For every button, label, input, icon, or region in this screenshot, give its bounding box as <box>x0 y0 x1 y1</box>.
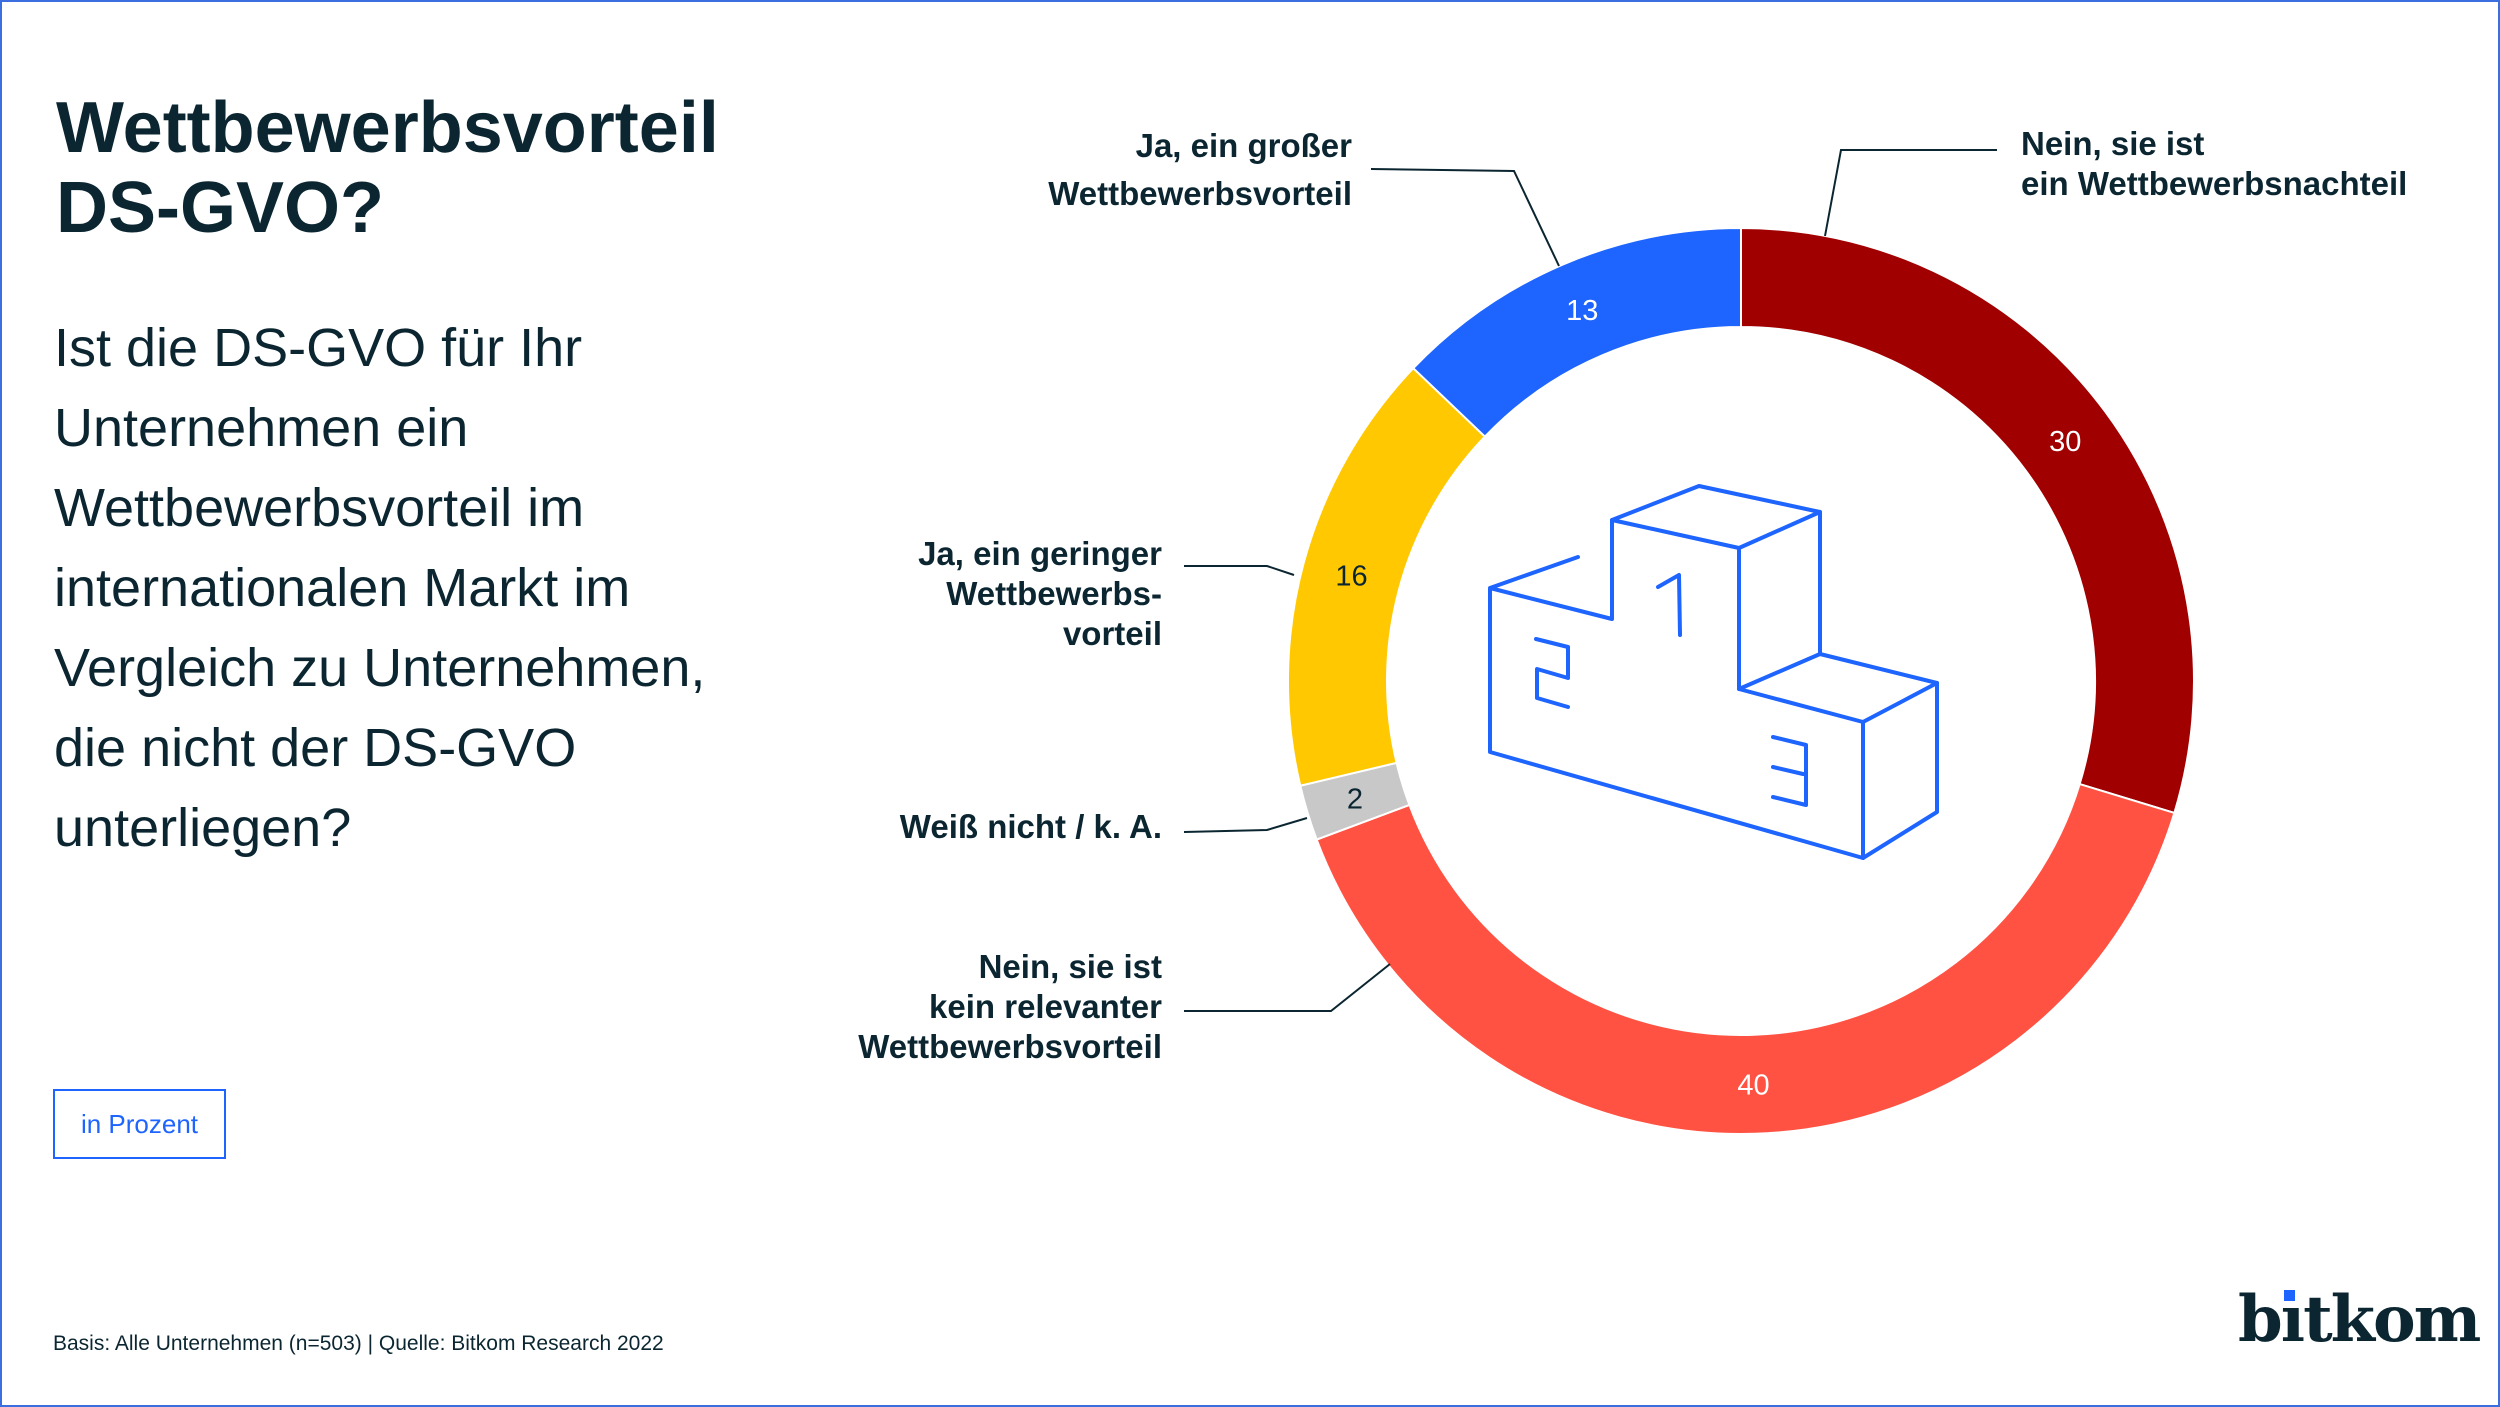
title-line: DS-GVO? <box>56 168 385 248</box>
unit-badge: in Prozent <box>53 1089 226 1159</box>
slice-category-label: Nein, sie ist <box>979 948 1162 985</box>
slice-category-label: kein relevanter <box>929 988 1162 1025</box>
donut-slice <box>1411 226 1742 439</box>
survey-question: Ist die DS-GVO für Ihr Unternehmen ein W… <box>54 308 774 868</box>
podium-icon <box>1488 484 1939 860</box>
slice-value-label: 13 <box>1566 295 1598 327</box>
slice-category-label: Wettbewerbsvorteil <box>1048 175 1352 212</box>
slice-category-label: Ja, ein großer <box>1136 127 1353 164</box>
slice-category-label: ein Wettbewerbsnachteil <box>2021 165 2407 202</box>
page-title: Wettbewerbsvorteil DS-GVO? <box>56 88 719 248</box>
slice-value-label: 30 <box>2049 426 2081 458</box>
slice-category-label: vorteil <box>1063 615 1162 652</box>
question-line: unterliegen? <box>54 798 352 858</box>
question-line: Vergleich zu Unternehmen, <box>54 638 706 698</box>
slice-value-label: 2 <box>1347 784 1363 816</box>
donut-slice <box>1287 366 1487 787</box>
question-line: Wettbewerbsvorteil im <box>54 478 585 538</box>
donut-slice <box>1740 226 2195 815</box>
question-line: die nicht der DS-GVO <box>54 718 577 778</box>
slice-value-label: 16 <box>1335 561 1367 593</box>
slice-category-label: Ja, ein geringer <box>918 535 1162 572</box>
logo-dot <box>2284 1290 2295 1301</box>
source-footer: Basis: Alle Unternehmen (n=503) | Quelle… <box>53 1332 664 1355</box>
slice-category-label: Wettbewerbs- <box>946 575 1162 612</box>
slice-category-label: Nein, sie ist <box>2021 125 2204 162</box>
question-line: Unternehmen ein <box>54 398 469 458</box>
slice-value-label: 40 <box>1737 1069 1769 1101</box>
question-line: Ist die DS-GVO für Ihr <box>54 318 583 378</box>
leader-line <box>1824 149 1997 237</box>
leader-line <box>1184 565 1295 576</box>
slice-category-label: Weiß nicht / k. A. <box>900 808 1162 845</box>
leader-line <box>1184 963 1391 1012</box>
slice-category-label: Wettbewerbsvorteil <box>858 1028 1162 1065</box>
bitkom-logo: bıtkom <box>2238 1282 2481 1357</box>
leader-line <box>1183 817 1308 833</box>
leader-line <box>1370 168 1560 267</box>
podium-number-3 <box>1771 735 1808 807</box>
question-line: internationalen Markt im <box>54 558 631 618</box>
donut-slice <box>1315 782 2176 1135</box>
podium-number-2 <box>1534 637 1570 709</box>
podium-number-1 <box>1656 573 1682 637</box>
title-line: Wettbewerbsvorteil <box>56 88 719 168</box>
